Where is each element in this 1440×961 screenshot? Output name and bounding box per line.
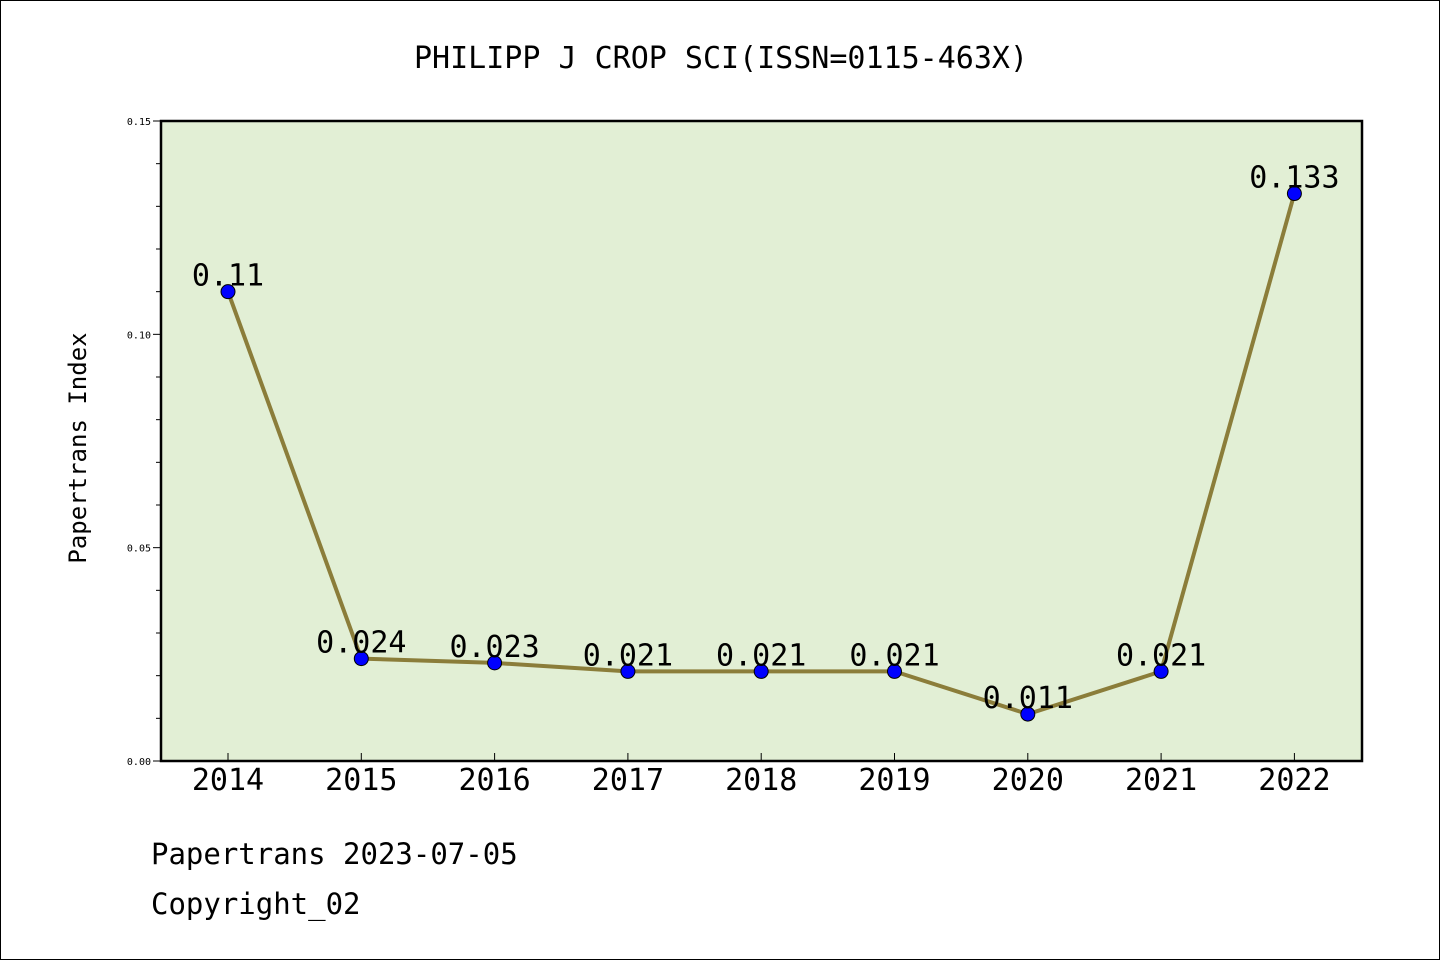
x-tick-label: 2014 <box>192 763 264 798</box>
data-markers <box>220 186 1302 722</box>
x-tick-label: 2021 <box>1125 763 1197 798</box>
x-tick-label: 2016 <box>458 763 530 798</box>
data-label: 0.021 <box>583 638 673 673</box>
data-point <box>1286 186 1302 202</box>
data-label: 0.11 <box>192 259 264 294</box>
x-axis: 2014 2015 2016 2017 2018 2019 2020 2021 2022 <box>192 753 1331 798</box>
x-tick-label: 2019 <box>858 763 930 798</box>
y-tick-label: 0.00 <box>127 757 151 768</box>
data-point <box>1020 706 1036 722</box>
chart-title: PHILIPP J CROP SCI(ISSN=0115-463X) <box>414 41 1028 76</box>
data-label: 0.011 <box>983 681 1073 716</box>
data-point <box>353 651 369 667</box>
data-point <box>220 284 236 300</box>
y-tick-label: 0.05 <box>127 544 151 555</box>
data-label: 0.024 <box>316 626 406 661</box>
data-label: 0.133 <box>1249 161 1339 196</box>
data-point <box>620 663 636 679</box>
y-tick-label: 0.10 <box>127 330 151 341</box>
source-date-note: Papertrans 2023-07-05 <box>151 837 518 871</box>
y-tick-label: 0.15 <box>127 117 151 128</box>
data-label: 0.021 <box>716 638 806 673</box>
x-tick-label: 2017 <box>592 763 664 798</box>
x-tick-label: 2015 <box>325 763 397 798</box>
data-label: 0.021 <box>849 638 939 673</box>
data-point <box>753 663 769 679</box>
y-axis: 0.00 0.05 0.10 0.15 <box>127 117 161 768</box>
data-point <box>887 663 902 679</box>
copyright-note: Copyright_02 <box>151 887 361 921</box>
data-label: 0.021 <box>1116 638 1206 673</box>
x-tick-label: 2018 <box>725 763 797 798</box>
data-point <box>1153 663 1169 679</box>
data-label: 0.023 <box>449 630 539 665</box>
x-tick-label: 2020 <box>992 763 1064 798</box>
y-axis-label: Papertrans Index <box>64 332 92 563</box>
data-labels: 0.11 0.024 0.023 0.021 0.021 0.021 0.011 0.021 0… <box>192 161 1340 717</box>
x-tick-label: 2022 <box>1258 763 1330 798</box>
data-point <box>487 655 503 671</box>
